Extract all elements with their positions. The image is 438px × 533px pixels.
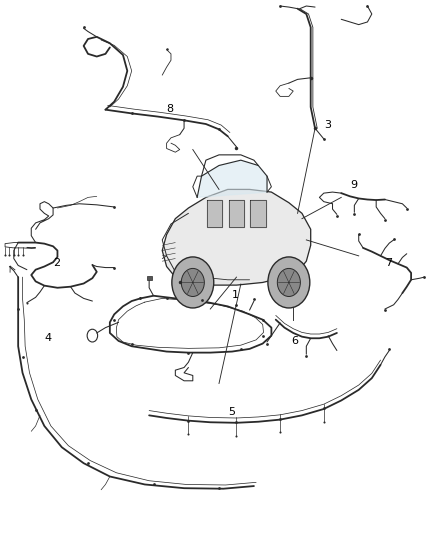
Polygon shape xyxy=(251,200,266,227)
Polygon shape xyxy=(197,160,267,197)
Circle shape xyxy=(181,269,205,296)
Polygon shape xyxy=(207,200,223,227)
Polygon shape xyxy=(162,189,311,285)
Text: 8: 8 xyxy=(166,104,174,115)
Text: 7: 7 xyxy=(385,259,392,269)
Text: 1: 1 xyxy=(232,290,239,301)
Text: 2: 2 xyxy=(53,259,60,269)
FancyBboxPatch shape xyxy=(147,276,152,280)
Circle shape xyxy=(268,257,310,308)
Text: 3: 3 xyxy=(324,120,331,130)
Text: 5: 5 xyxy=(228,407,235,417)
Text: 9: 9 xyxy=(350,180,357,190)
Polygon shape xyxy=(229,200,244,227)
Circle shape xyxy=(277,269,300,296)
Circle shape xyxy=(172,257,214,308)
Text: 4: 4 xyxy=(44,333,52,343)
Text: 6: 6 xyxy=(291,336,298,345)
